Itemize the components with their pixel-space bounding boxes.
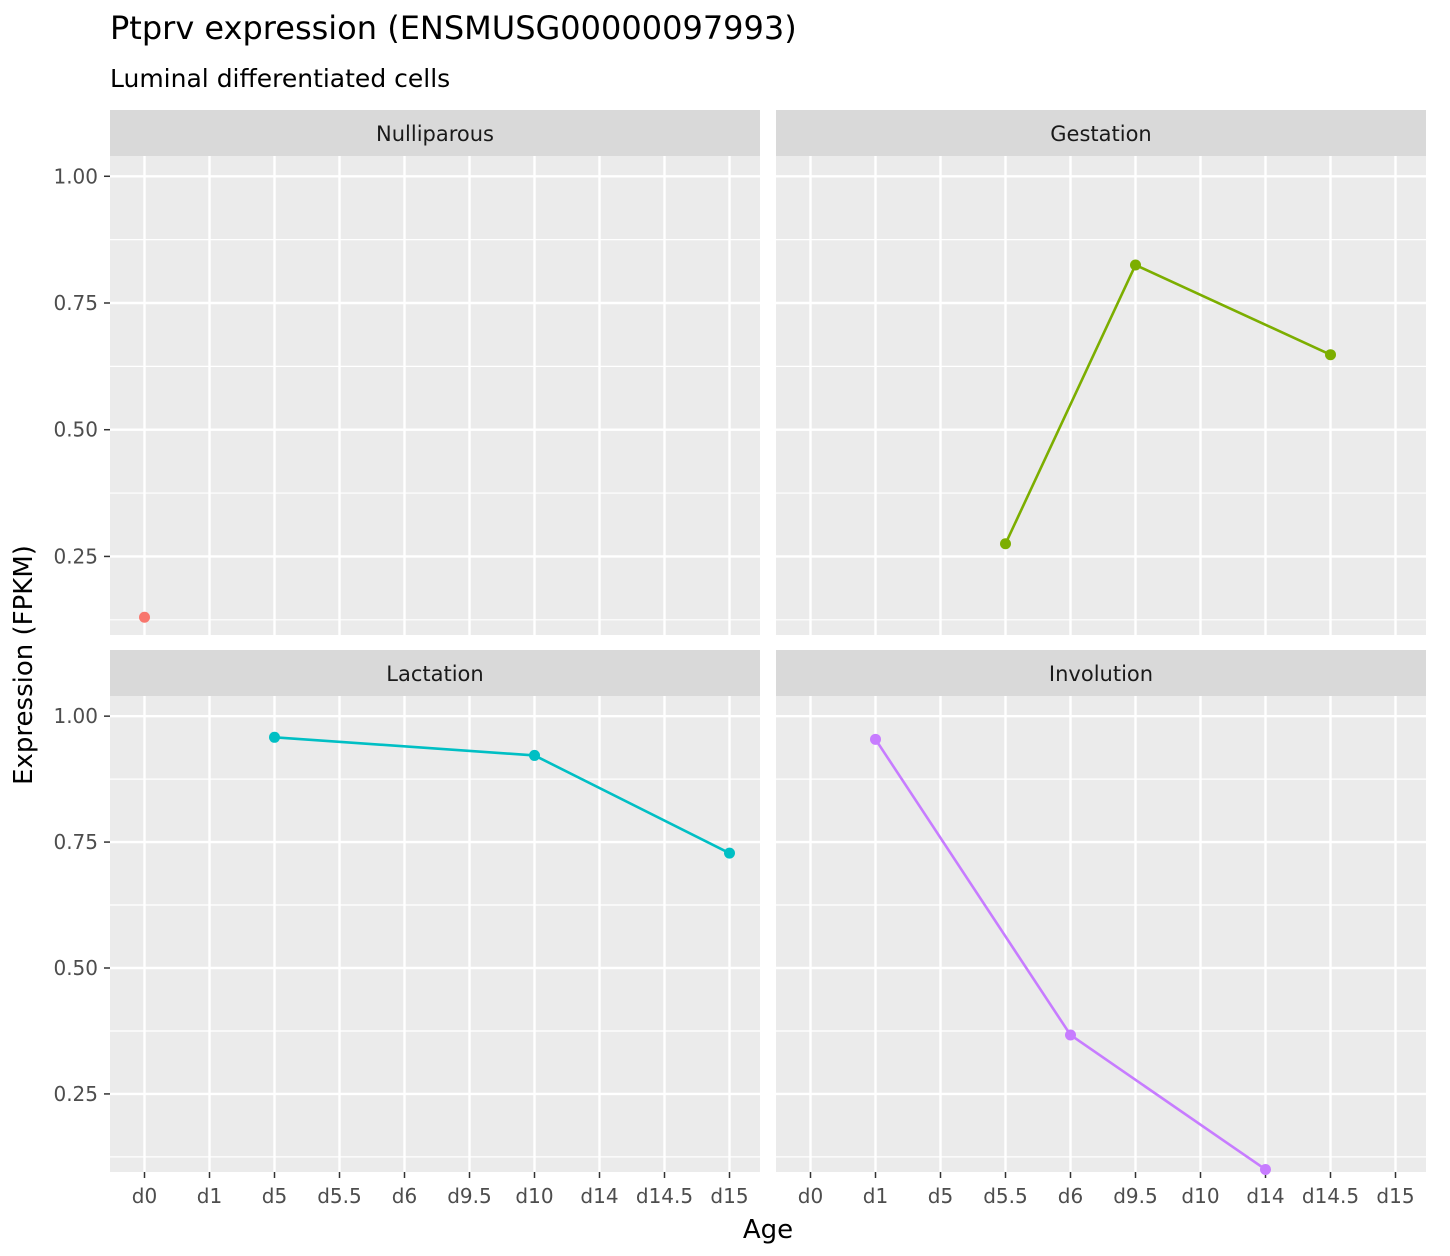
facet-strip — [110, 650, 760, 696]
x-tick-label: d14.5 — [1302, 1184, 1359, 1208]
facet-strip-label: Gestation — [1050, 122, 1151, 146]
x-tick-label: d5.5 — [317, 1184, 362, 1208]
data-point — [1325, 349, 1336, 361]
facet-involution: Involution d0 d1 d5 d5.5 d6 d9.5 d10 d14 d14.5 d15 — [776, 650, 1426, 1208]
x-tick-label: d1 — [197, 1184, 222, 1208]
data-point — [1065, 1029, 1076, 1041]
x-tick-label: d6 — [392, 1184, 417, 1208]
x-tick-label: d10 — [515, 1184, 553, 1208]
x-tick-label: d14.5 — [636, 1184, 693, 1208]
x-tick-label: d5.5 — [983, 1184, 1028, 1208]
data-point — [1130, 259, 1141, 271]
x-tick-label: d1 — [863, 1184, 888, 1208]
data-point — [139, 611, 150, 623]
facet-strip-label: Involution — [1049, 662, 1153, 686]
data-point — [724, 847, 735, 859]
data-point — [1260, 1163, 1271, 1175]
x-tick-label: d9.5 — [1113, 1184, 1158, 1208]
panel-background — [776, 696, 1426, 1172]
x-tick-label: d0 — [798, 1184, 823, 1208]
x-tick-label: d15 — [710, 1184, 748, 1208]
data-point — [529, 749, 540, 761]
y-tick-label: 0.50 — [53, 418, 98, 442]
x-tick-label: d15 — [1376, 1184, 1414, 1208]
data-point — [1000, 538, 1011, 550]
x-tick-label: d6 — [1058, 1184, 1083, 1208]
facet-strip — [110, 110, 760, 156]
y-tick-label: 0.75 — [53, 291, 98, 315]
facet-strip-label: Lactation — [386, 662, 483, 686]
facet-gestation: Gestation — [776, 110, 1426, 635]
panel-background — [110, 156, 760, 635]
facet-panels: Nulliparous 0.25 0.50 0.75 1.00 Gestation Lact… — [53, 110, 1426, 1208]
panel-background — [110, 696, 760, 1172]
facet-strip — [776, 650, 1426, 696]
data-point — [870, 733, 881, 745]
panel-background — [776, 156, 1426, 635]
x-tick-label: d5 — [928, 1184, 953, 1208]
chart-subtitle: Luminal differentiated cells — [110, 64, 450, 93]
facet-strip-label: Nulliparous — [376, 122, 494, 146]
x-axis-title: Age — [743, 1215, 793, 1245]
facet-lactation: Lactation 0.25 0.50 0.75 1.00 d0 d1 d5 d5.5 d6 d9.… — [53, 650, 760, 1208]
facet-nulliparous: Nulliparous 0.25 0.50 0.75 1.00 — [53, 110, 760, 635]
x-tick-label: d10 — [1181, 1184, 1219, 1208]
y-tick-label: 0.75 — [53, 830, 98, 854]
x-tick-label: d14 — [580, 1184, 618, 1208]
y-axis-title: Expression (FPKM) — [9, 545, 39, 785]
x-tick-label: d14 — [1246, 1184, 1284, 1208]
chart-title: Ptprv expression (ENSMUSG00000097993) — [110, 9, 797, 47]
y-tick-label: 0.25 — [53, 544, 98, 568]
y-tick-label: 1.00 — [53, 704, 98, 728]
data-point — [269, 731, 280, 743]
x-tick-label: d0 — [132, 1184, 157, 1208]
facet-strip — [776, 110, 1426, 156]
y-tick-label: 0.50 — [53, 956, 98, 980]
y-tick-label: 0.25 — [53, 1082, 98, 1106]
x-tick-label: d5 — [262, 1184, 287, 1208]
x-tick-label: d9.5 — [447, 1184, 492, 1208]
y-tick-label: 1.00 — [53, 164, 98, 188]
